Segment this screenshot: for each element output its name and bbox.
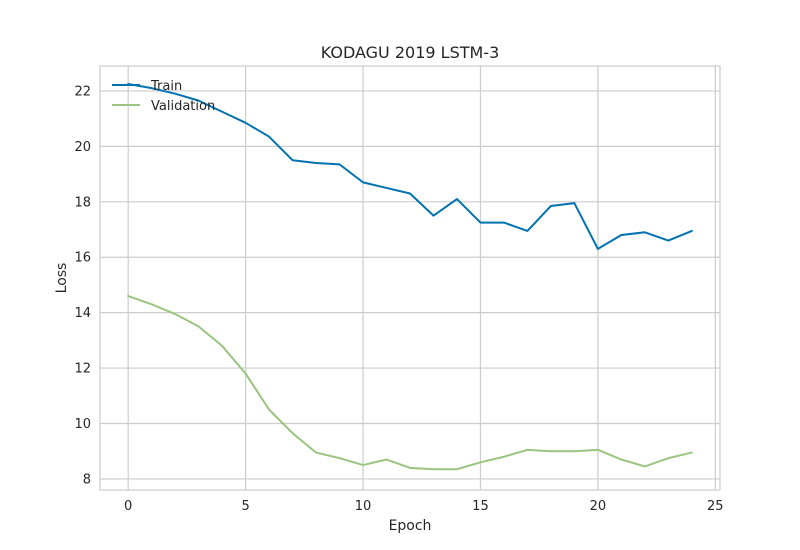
x-tick-label: 0: [124, 499, 132, 514]
y-tick-label: 16: [74, 251, 91, 266]
x-axis-label: Epoch: [389, 518, 432, 534]
y-axis-label: Loss: [54, 263, 70, 294]
chart-title: KODAGU 2019 LSTM-3: [321, 43, 500, 62]
series-line-validation: [127, 295, 693, 471]
y-tick-label: 18: [74, 195, 91, 210]
x-tick-label: 20: [590, 499, 607, 514]
y-tick-labels: 8 10 12 14 16 18 20 22: [74, 84, 91, 487]
y-tick-label: 12: [74, 362, 91, 377]
x-tick-label: 25: [707, 499, 724, 514]
y-tick-label: 22: [74, 84, 91, 99]
y-tick-label: 20: [74, 140, 91, 155]
legend-label-train: Train: [150, 79, 182, 94]
series-line-train: [127, 83, 693, 250]
x-tick-label: 15: [472, 499, 489, 514]
x-tick-label: 10: [355, 499, 372, 514]
series-lines: [127, 83, 693, 471]
legend-label-validation: Validation: [151, 99, 215, 114]
y-tick-label: 10: [74, 417, 91, 432]
grid: [100, 66, 720, 490]
y-tick-label: 8: [83, 472, 91, 487]
x-tick-label: 5: [241, 499, 249, 514]
plot-frame: [99, 65, 721, 491]
legend: Train Validation: [112, 79, 215, 114]
y-tick-label: 14: [74, 306, 91, 321]
x-tick-labels: 0 5 10 15 20 25: [124, 499, 724, 514]
